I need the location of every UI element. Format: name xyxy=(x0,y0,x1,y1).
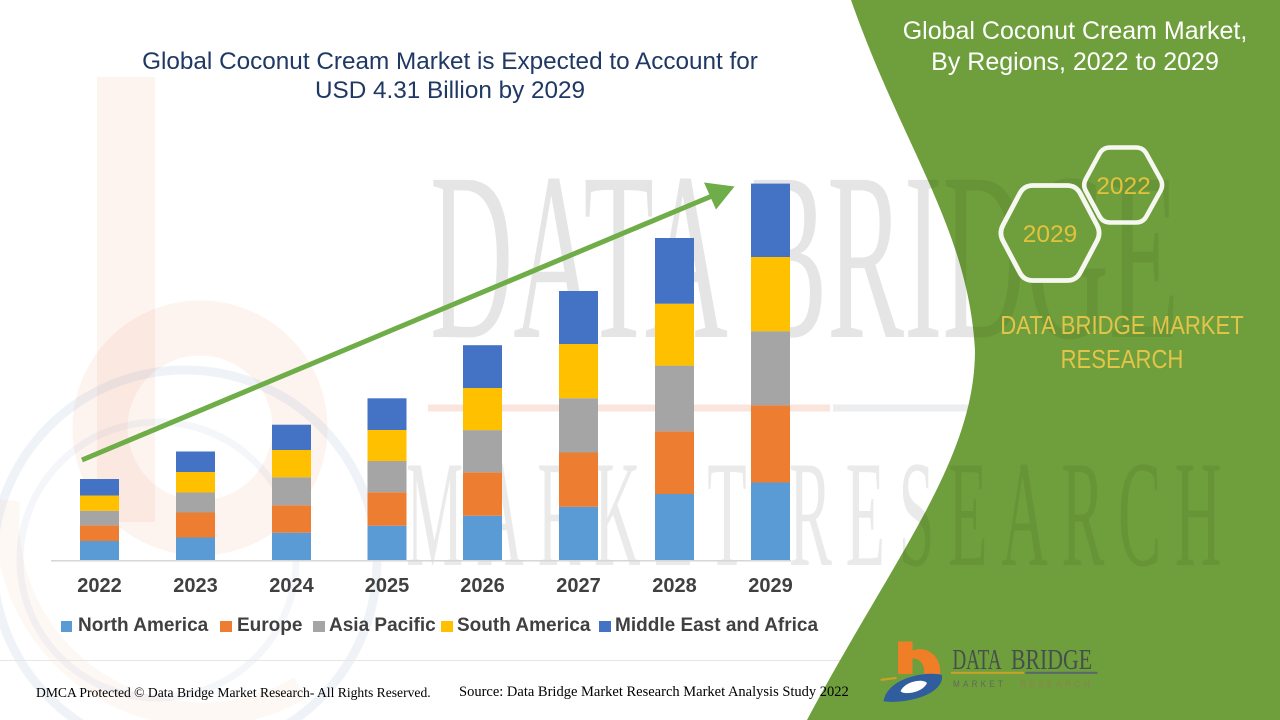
svg-text:2029: 2029 xyxy=(1023,221,1078,248)
svg-text:RESEARCH: RESEARCH xyxy=(1020,679,1093,689)
svg-text:DATA: DATA xyxy=(953,645,1003,676)
svg-text:BRIDGE: BRIDGE xyxy=(1011,645,1092,676)
svg-text:2022: 2022 xyxy=(1096,173,1151,200)
svg-text:MARKET: MARKET xyxy=(953,679,1006,689)
